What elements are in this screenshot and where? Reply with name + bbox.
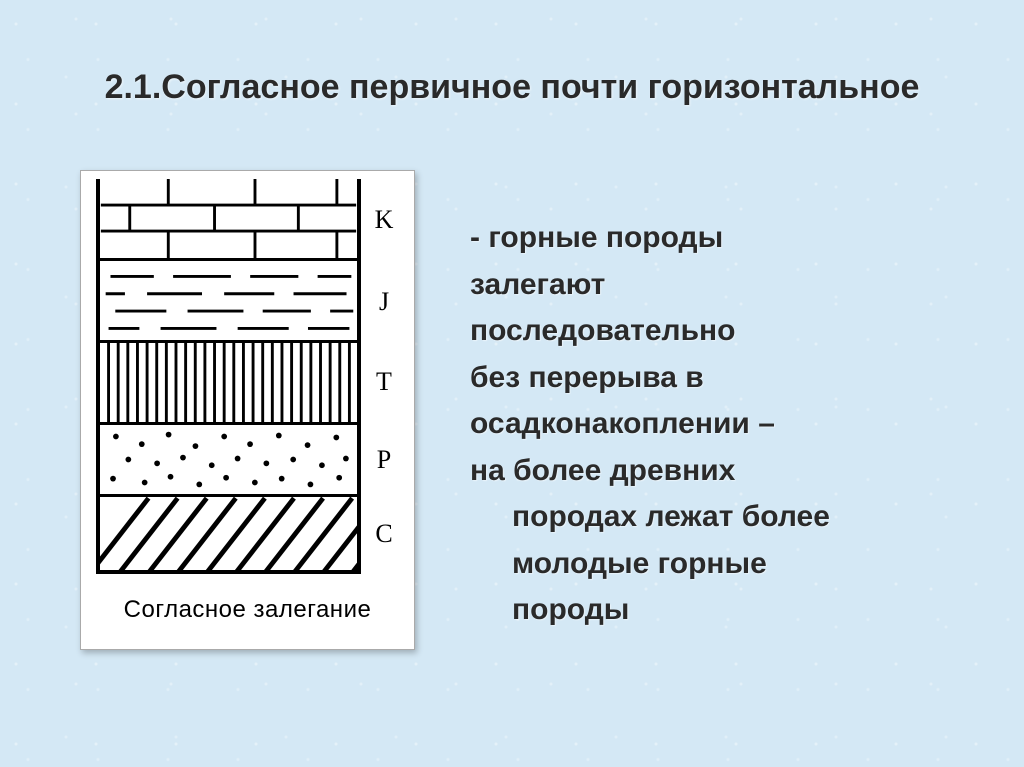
description-text: - горные породы залегают последовательно… (470, 215, 970, 634)
stratum-j (100, 261, 357, 343)
dots-pattern-icon (100, 425, 357, 494)
stratum-k (100, 179, 357, 261)
desc-line: без перерыва в (470, 361, 704, 394)
label-c: C (369, 519, 399, 549)
strata-diagram (96, 179, 361, 574)
desc-line: породах лежат более (470, 494, 970, 541)
stratum-p (100, 425, 357, 497)
desc-line: породы (470, 587, 970, 634)
page-title: 2.1.Согласное первичное почти горизонтал… (0, 68, 1024, 107)
desc-line: последовательно (470, 314, 736, 347)
label-t: T (369, 367, 399, 397)
desc-line: молодые горные (470, 541, 970, 588)
figure-caption: Согласное залегание (81, 596, 414, 624)
desc-line: - горные породы (470, 221, 723, 254)
label-j: J (369, 287, 399, 317)
bricks-pattern-icon (100, 179, 357, 258)
geology-figure: K J T P C Согласное залегание (80, 170, 415, 650)
stratum-t (100, 343, 357, 425)
label-p: P (369, 445, 399, 475)
strata-labels: K J T P C (369, 179, 399, 574)
vertical-pattern-icon (100, 343, 357, 422)
desc-line: на более древних (470, 454, 735, 487)
stratum-c (100, 497, 357, 574)
desc-line: залегают (470, 268, 605, 301)
diagonal-pattern-icon (100, 497, 357, 574)
dashes-pattern-icon (100, 261, 357, 340)
desc-line: осадконакоплении – (470, 407, 775, 440)
label-k: K (369, 205, 399, 235)
